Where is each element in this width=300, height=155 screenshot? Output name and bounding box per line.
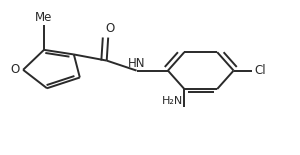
Text: HN: HN xyxy=(128,57,145,70)
Text: Cl: Cl xyxy=(254,64,266,77)
Text: O: O xyxy=(10,63,20,76)
Text: O: O xyxy=(105,22,114,35)
Text: Me: Me xyxy=(35,11,53,24)
Text: H₂N: H₂N xyxy=(162,96,183,106)
